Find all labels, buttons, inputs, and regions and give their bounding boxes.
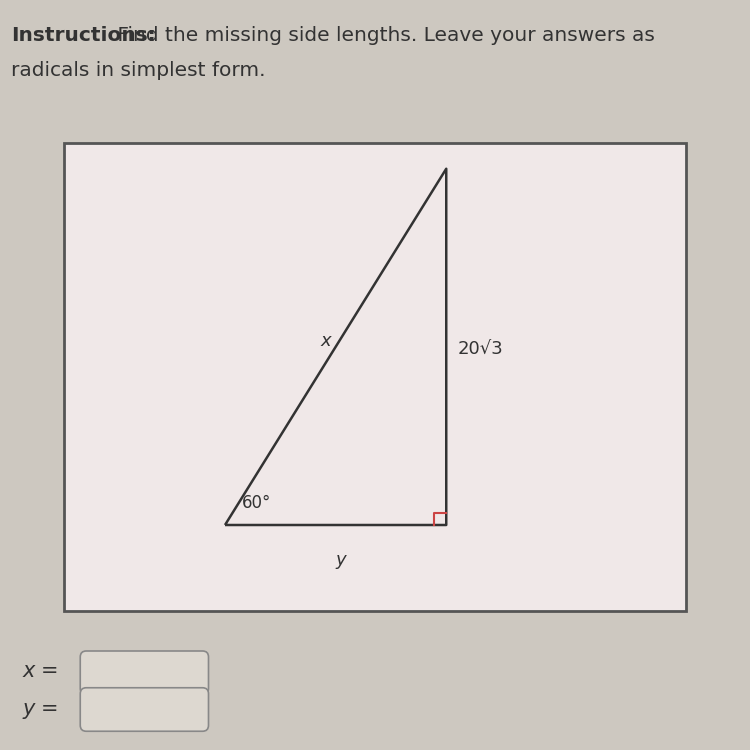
- Text: Find the missing side lengths. Leave your answers as: Find the missing side lengths. Leave you…: [111, 26, 655, 45]
- Text: Instructions:: Instructions:: [11, 26, 156, 45]
- FancyBboxPatch shape: [80, 688, 209, 731]
- Text: 20√3: 20√3: [458, 340, 503, 358]
- Text: y: y: [336, 551, 346, 569]
- Text: 60°: 60°: [242, 494, 271, 512]
- Text: y =: y =: [22, 699, 59, 718]
- Text: radicals in simplest form.: radicals in simplest form.: [11, 62, 266, 80]
- FancyBboxPatch shape: [80, 651, 209, 694]
- Text: x =: x =: [22, 662, 59, 681]
- Bar: [64, 142, 686, 611]
- Text: x: x: [321, 332, 332, 350]
